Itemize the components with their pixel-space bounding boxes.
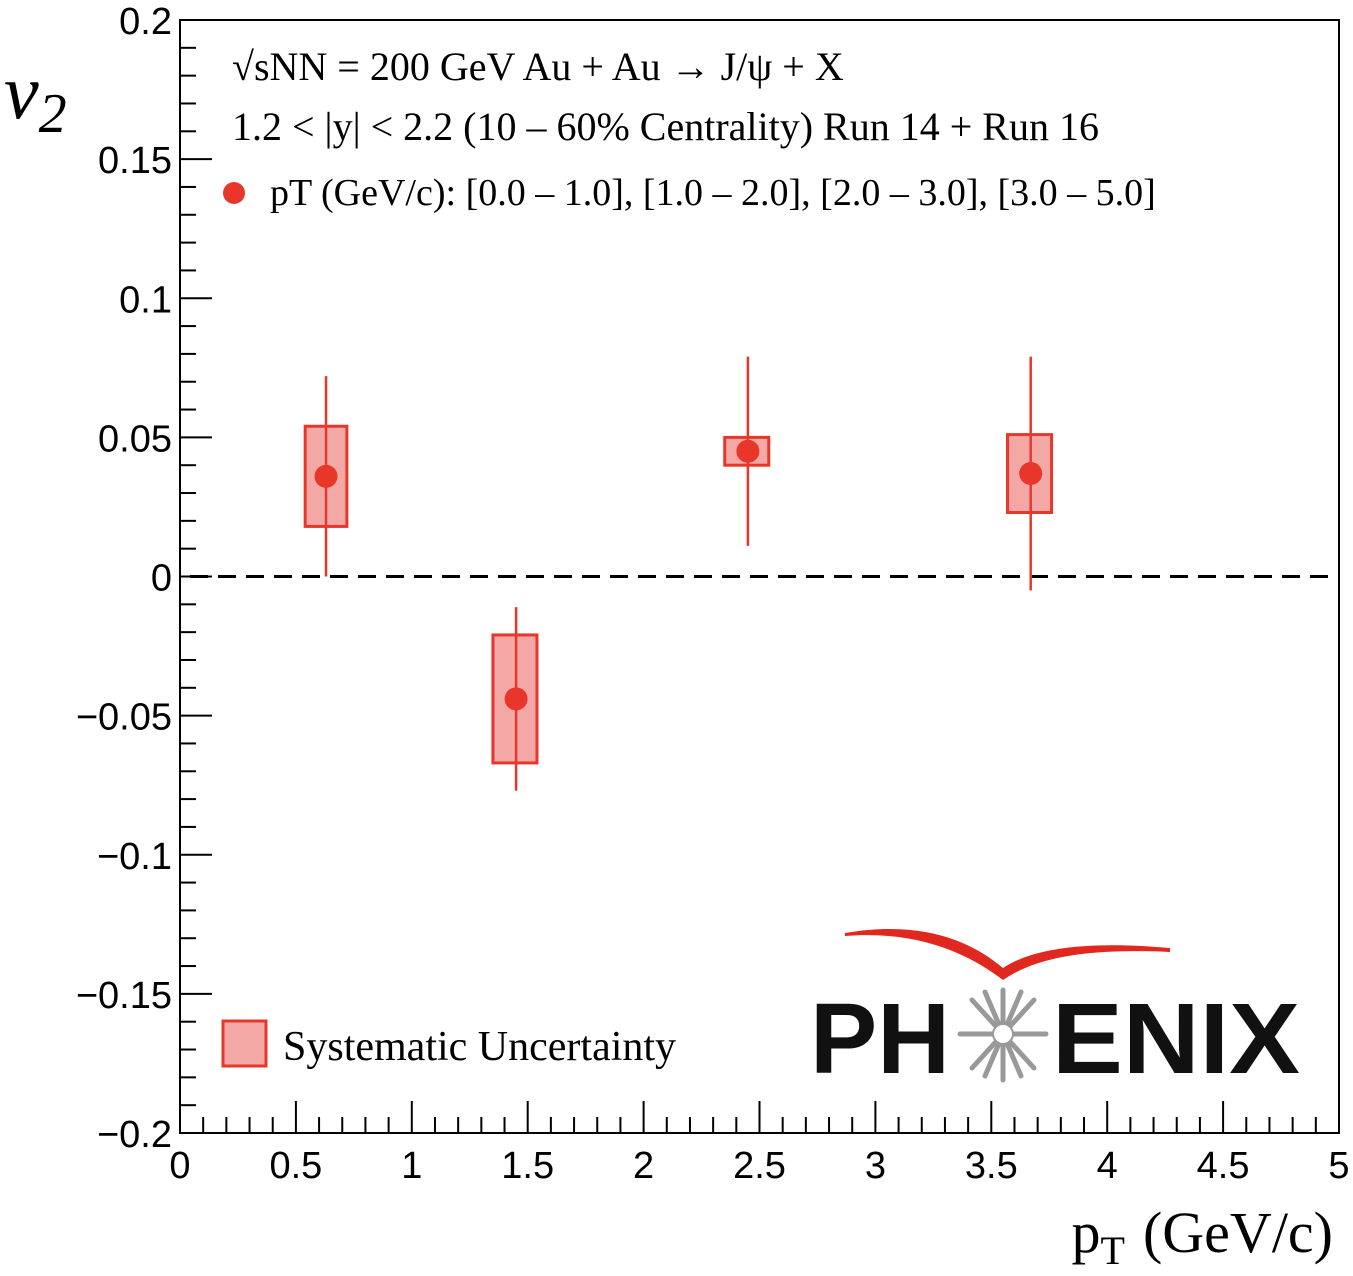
phenix-logo-arc — [845, 928, 1170, 980]
y-axis-label: v2 — [4, 48, 67, 145]
phenix-logo-text-right: ENIX — [1052, 983, 1300, 1095]
x-axis-label-main: p — [1072, 1200, 1101, 1265]
x-tick-label: 3.5 — [965, 1145, 1018, 1187]
x-axis-label: pT (GeV/c) — [1072, 1200, 1333, 1271]
y-tick-label: 0.1 — [119, 279, 172, 321]
systematic-uncertainty-boxes — [303, 424, 1054, 765]
data-point — [1019, 462, 1043, 486]
phenix-logo-text-left: PH — [810, 983, 950, 1095]
x-tick-label: 1.5 — [501, 1145, 554, 1187]
data-markers — [314, 439, 1043, 711]
data-point — [504, 687, 528, 711]
data-point — [314, 464, 338, 488]
y-tick-label: −0.2 — [97, 1114, 172, 1156]
y-tick-label: −0.1 — [97, 836, 172, 878]
statistical-error-bars — [324, 356, 1032, 791]
y-tick-label: −0.05 — [76, 697, 172, 739]
legend-systematic-label: Systematic Uncertainty — [283, 1024, 676, 1070]
y-tick-label: 0.2 — [119, 1, 172, 43]
legend-marker-label: pT (GeV/c): [0.0 – 1.0], [1.0 – 2.0], [2… — [270, 172, 1156, 214]
x-tick-label: 5 — [1328, 1145, 1349, 1187]
x-axis-label-unit: (GeV/c) — [1143, 1200, 1333, 1265]
legend-marker-icon — [223, 182, 245, 204]
legend-systematic-box-icon — [221, 1019, 268, 1068]
annotation-line1: √sNN = 200 GeV Au + Au → J/ψ + X — [232, 44, 844, 89]
x-tick-label: 4.5 — [1197, 1145, 1250, 1187]
phenix-logo: PH ENIX — [810, 928, 1300, 1095]
axis-tick-labels: 0 0.5 1 1.5 2 2.5 3 3.5 4 4.5 5 −0.2 −0.15 −0.1 −0.05 0… — [76, 1, 1350, 1187]
x-axis-label-sub: T — [1101, 1228, 1125, 1271]
y-tick-label: 0.15 — [98, 140, 172, 182]
data-point — [736, 439, 760, 463]
y-tick-label: 0 — [151, 558, 172, 600]
x-tick-label: 0.5 — [269, 1145, 322, 1187]
y-tick-label: −0.15 — [76, 975, 172, 1017]
x-tick-label: 1 — [401, 1145, 422, 1187]
x-tick-label: 4 — [1097, 1145, 1118, 1187]
y-axis-label-main: v — [4, 48, 39, 135]
x-tick-label: 2 — [633, 1145, 654, 1187]
x-tick-label: 2.5 — [733, 1145, 786, 1187]
x-tick-label: 0 — [169, 1145, 190, 1187]
x-tick-label: 3 — [865, 1145, 886, 1187]
axis-ticks — [179, 19, 1340, 1134]
y-axis-label-sub: 2 — [39, 83, 67, 145]
annotation-line2: 1.2 < |y| < 2.2 (10 – 60% Centrality) Ru… — [232, 104, 1099, 149]
y-tick-label: 0.05 — [98, 418, 172, 460]
